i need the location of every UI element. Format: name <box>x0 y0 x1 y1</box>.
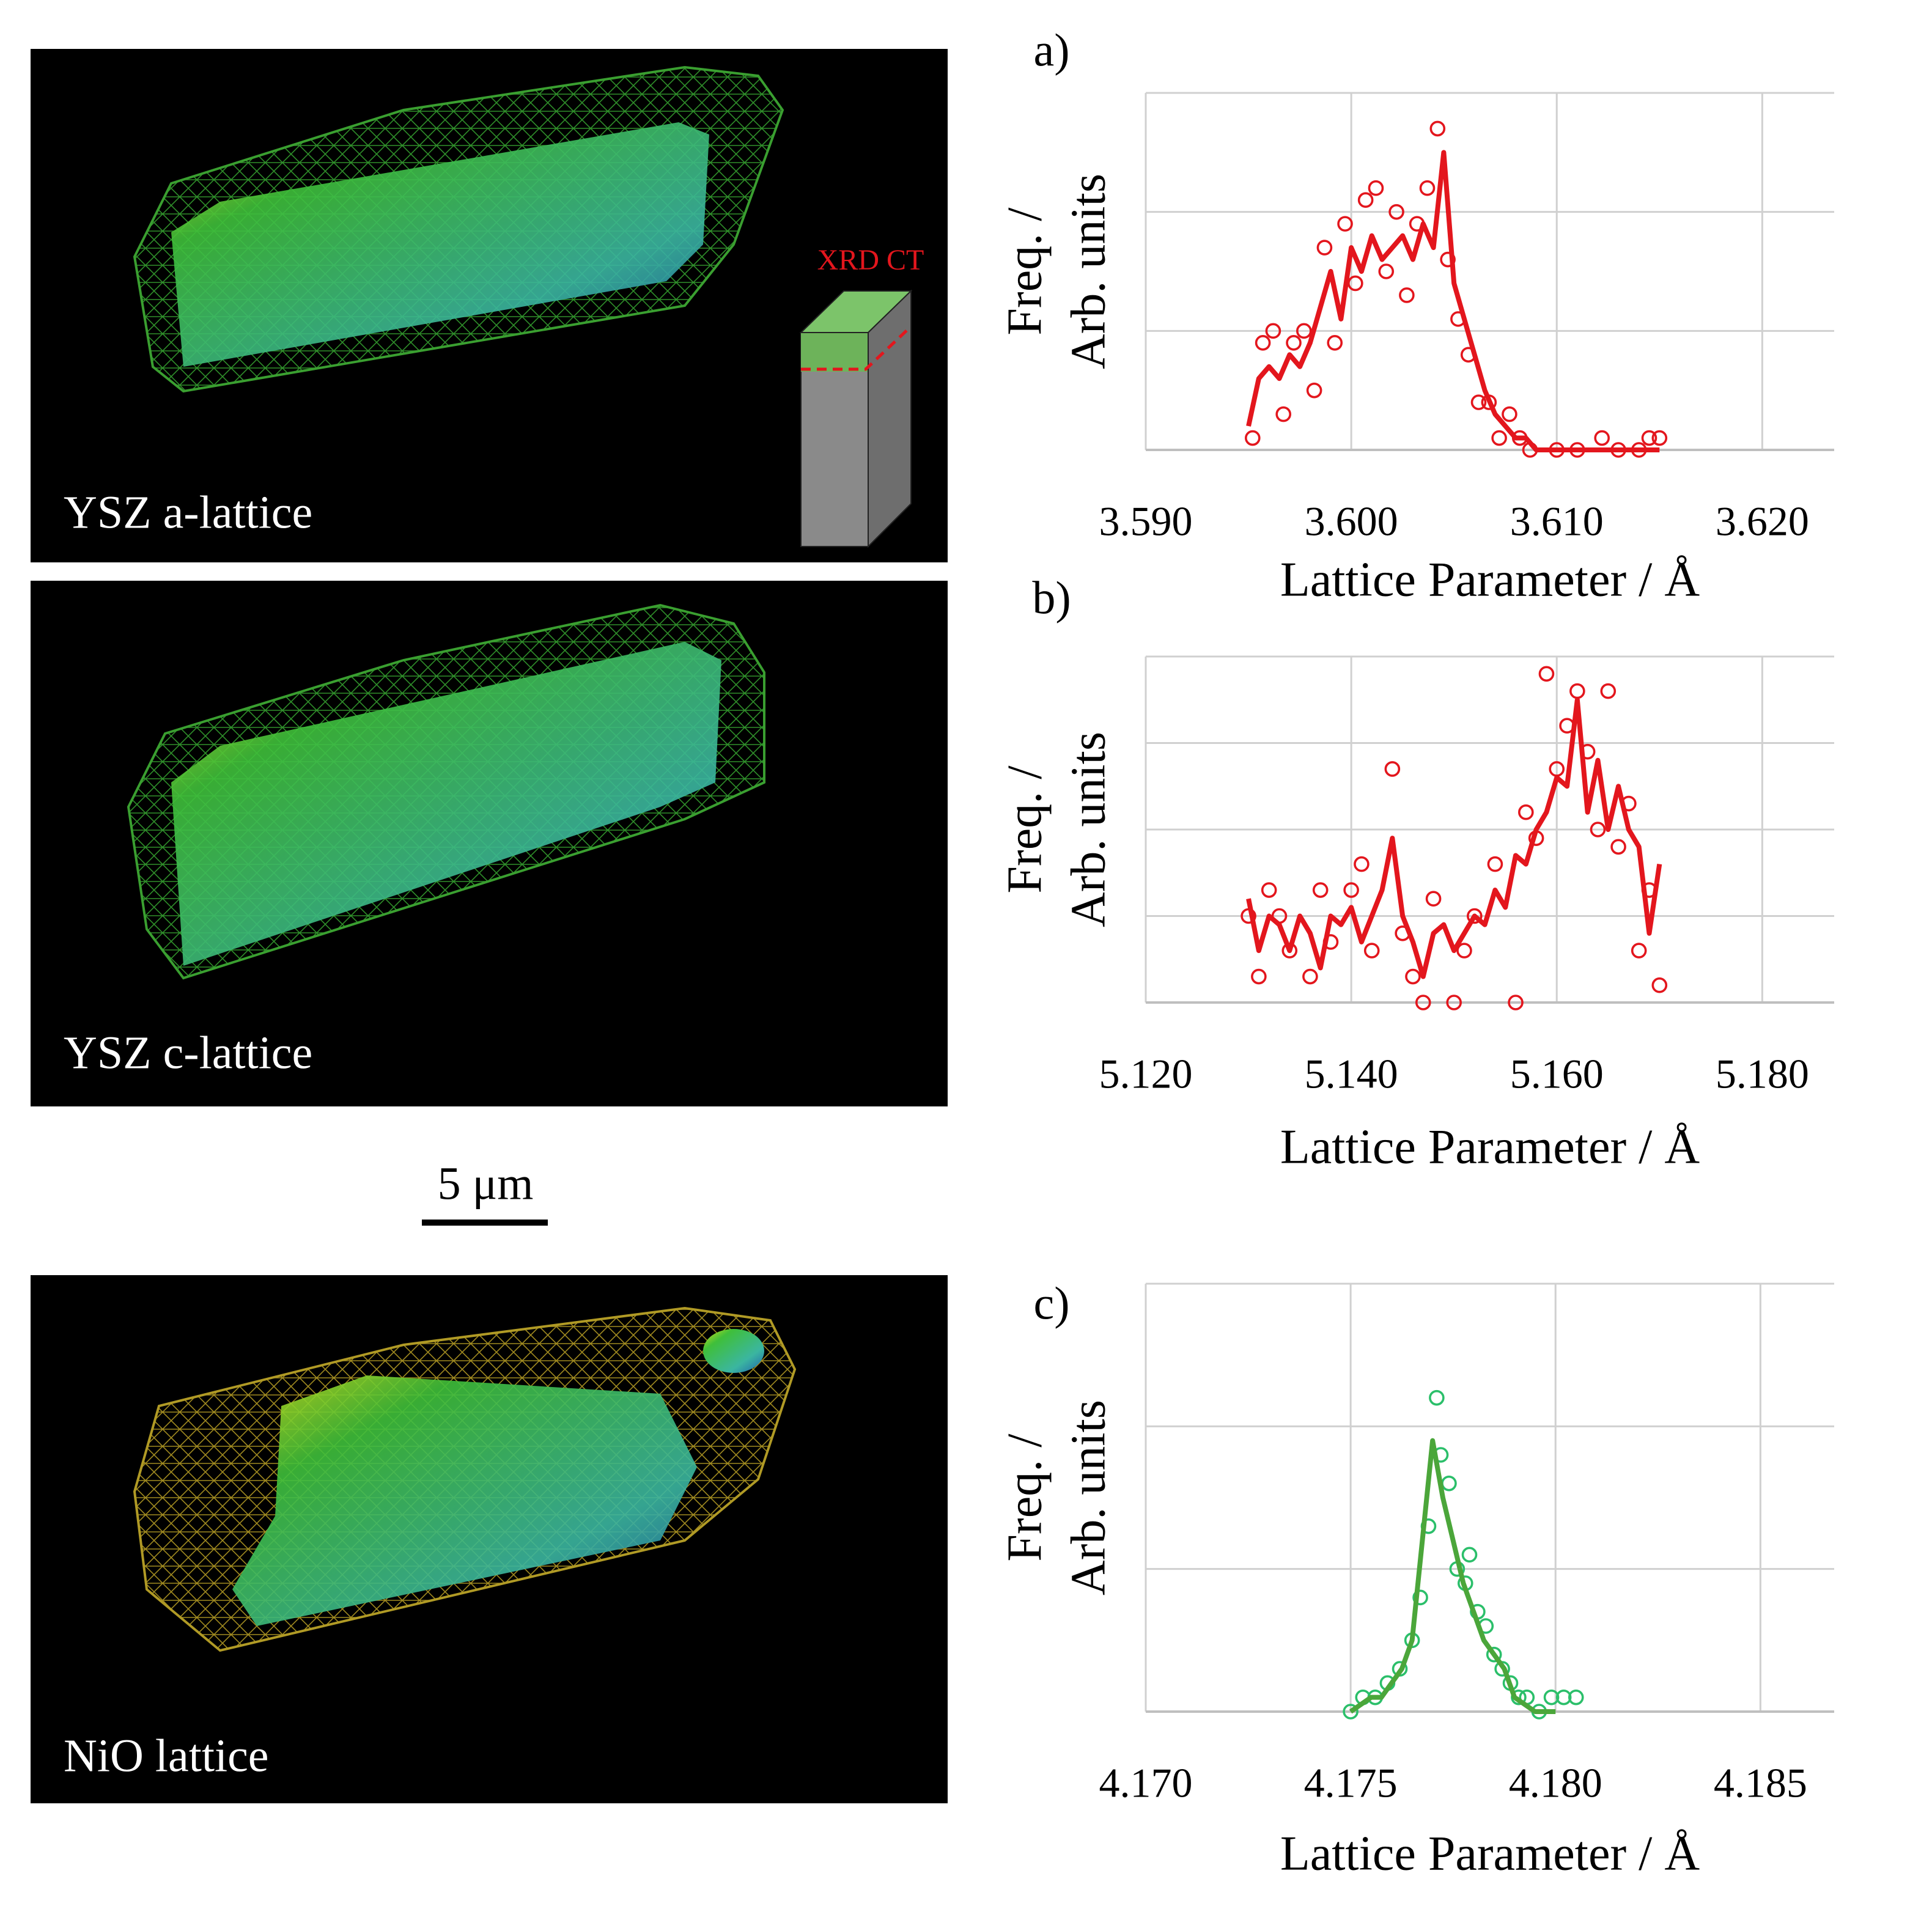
x-tick-label: 4.185 <box>1714 1760 1807 1806</box>
y-axis-label: Freq. / <box>998 765 1052 894</box>
data-point <box>1368 180 1384 196</box>
data-point <box>1275 406 1291 422</box>
data-line <box>1246 150 1660 452</box>
data-point <box>1610 839 1626 855</box>
data-point <box>1357 192 1374 208</box>
data-point <box>1456 943 1472 958</box>
data-point <box>1429 120 1446 137</box>
x-axis-label: Lattice Parameter / Å <box>1280 1827 1700 1880</box>
data-point <box>1569 683 1585 699</box>
x-tick-label: 5.120 <box>1099 1051 1193 1097</box>
data-point <box>1261 882 1277 898</box>
data-point <box>1348 275 1363 292</box>
data-point <box>1244 430 1261 446</box>
x-axis-label: Lattice Parameter / Å <box>1280 1120 1700 1174</box>
y-axis-label: Arb. units <box>1061 1400 1115 1595</box>
data-point <box>1343 882 1359 898</box>
data-point <box>1429 1389 1445 1406</box>
data-point <box>1461 1547 1478 1563</box>
data-point <box>1651 977 1668 993</box>
render-panel <box>31 49 948 562</box>
x-tick-label: 5.180 <box>1716 1051 1809 1097</box>
data-line <box>1349 1438 1556 1714</box>
render-panel <box>31 581 948 1106</box>
x-tick-label: 5.160 <box>1510 1051 1604 1097</box>
data-point <box>1446 995 1462 1010</box>
inset-label: XRD CT <box>817 244 924 276</box>
data-point <box>1651 430 1668 446</box>
data-point <box>1486 1646 1502 1663</box>
data-point <box>1590 822 1606 837</box>
x-tick-label: 3.610 <box>1510 498 1604 545</box>
data-point <box>1487 856 1503 872</box>
data-point <box>1405 968 1421 985</box>
data-point <box>1470 394 1487 410</box>
data-point <box>1286 334 1302 351</box>
data-point <box>1354 856 1370 872</box>
x-tick-label: 3.600 <box>1305 498 1398 545</box>
data-point <box>1343 1704 1359 1720</box>
data-point <box>1412 1589 1428 1606</box>
x-tick-label: 4.170 <box>1099 1760 1193 1806</box>
data-point <box>1568 1689 1584 1705</box>
data-point <box>1337 216 1353 232</box>
data-point <box>1511 1689 1527 1705</box>
y-axis-label: Freq. / <box>998 207 1052 336</box>
panel-label: c) <box>1033 1278 1069 1329</box>
data-point <box>1518 804 1534 820</box>
data-point <box>1378 263 1395 279</box>
data-point <box>1415 995 1431 1010</box>
data-point <box>1265 323 1281 339</box>
data-point <box>1296 323 1312 339</box>
data-point <box>1425 891 1442 907</box>
data-point <box>1555 1689 1572 1705</box>
data-point <box>1363 943 1380 958</box>
data-point <box>1441 1475 1457 1492</box>
image-label: NiO lattice <box>64 1730 269 1781</box>
render-panel <box>31 1275 948 1803</box>
data-point <box>1327 334 1343 351</box>
data-point <box>1384 761 1401 777</box>
image-label: YSZ a-lattice <box>64 487 312 538</box>
data-point <box>1399 287 1415 303</box>
data-point <box>1388 204 1404 220</box>
x-tick-label: 3.620 <box>1716 498 1809 545</box>
y-axis-label: Freq. / <box>998 1433 1052 1562</box>
data-point <box>1255 334 1271 351</box>
x-tick-label: 4.175 <box>1304 1760 1398 1806</box>
data-point <box>1641 430 1657 446</box>
panel-label: b) <box>1032 572 1071 624</box>
data-point <box>1543 1689 1560 1705</box>
data-point <box>1306 382 1322 399</box>
y-axis-label: Arb. units <box>1061 732 1115 927</box>
image-label: YSZ c-lattice <box>64 1027 312 1078</box>
x-tick-label: 4.180 <box>1509 1760 1602 1806</box>
data-point <box>1302 968 1318 985</box>
data-point <box>1419 180 1436 196</box>
data-point <box>1316 240 1333 256</box>
x-tick-label: 3.590 <box>1099 498 1193 545</box>
scale-bar-label: 5 μm <box>438 1158 534 1209</box>
data-point <box>1538 666 1555 682</box>
y-axis-label: Arb. units <box>1061 174 1115 369</box>
data-point <box>1312 882 1329 898</box>
x-axis-label: Lattice Parameter / Å <box>1280 553 1700 606</box>
data-point <box>1251 968 1267 985</box>
data-point <box>1466 908 1483 924</box>
panel-label: a) <box>1033 24 1069 76</box>
data-point <box>1600 683 1617 699</box>
data-point <box>1594 430 1610 446</box>
data-point <box>1502 406 1517 422</box>
data-line <box>1246 697 1662 979</box>
x-tick-label: 5.140 <box>1305 1051 1398 1097</box>
data-point <box>1491 430 1507 446</box>
data-point <box>1631 943 1647 958</box>
data-point <box>1508 995 1524 1010</box>
